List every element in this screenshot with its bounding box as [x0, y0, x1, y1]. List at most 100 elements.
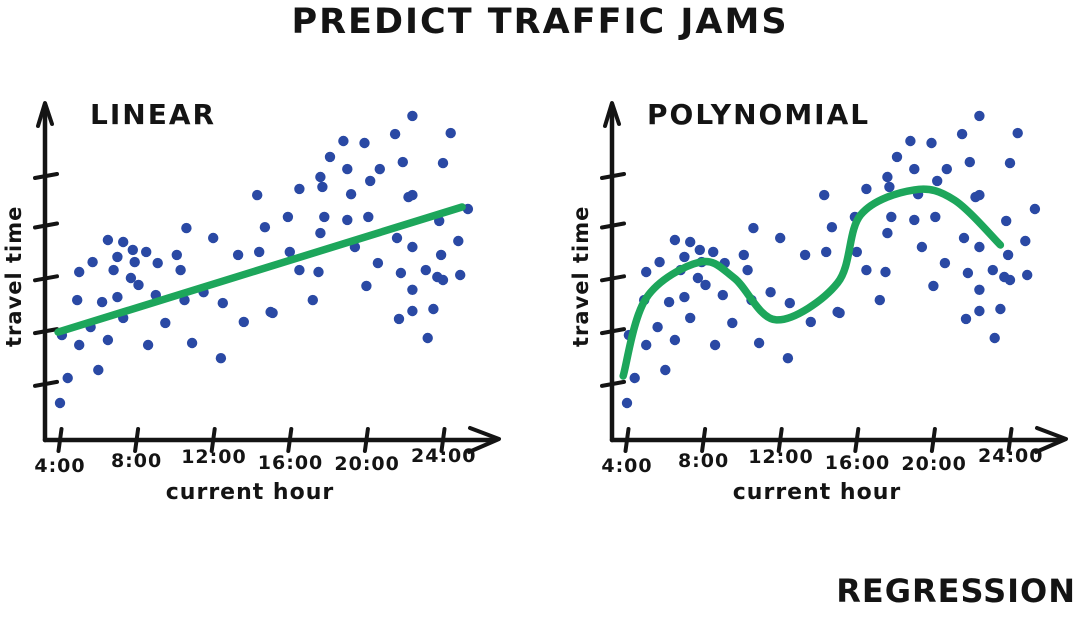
scatter-dot [727, 317, 738, 329]
scatter-dot [171, 249, 182, 261]
x-tick-mark [209, 427, 217, 453]
scatter-dot [422, 332, 433, 344]
scatter-dot [738, 249, 749, 261]
scatter-dot [102, 234, 114, 246]
x-tick-mark [700, 427, 708, 453]
scatter-dot [342, 163, 353, 175]
scatter-dot [964, 156, 975, 168]
scatter-dot [284, 246, 295, 258]
scatter-dot [974, 305, 985, 317]
scatter-dot [663, 296, 675, 308]
scatter-dot [753, 337, 765, 349]
scatter-dot [252, 189, 263, 201]
scatter-dot [141, 246, 152, 258]
scatter-dot [821, 246, 832, 258]
scatter-dot [805, 316, 816, 328]
scatter-dot [1004, 274, 1016, 286]
scatter-dot [685, 236, 696, 248]
scatter-dot [679, 291, 690, 303]
x-tick-mark [1006, 427, 1014, 453]
scatter-dot [217, 297, 228, 309]
scatter-dot [112, 291, 123, 303]
scatter-dot [186, 337, 198, 349]
scatter-dot [437, 274, 449, 286]
scatter-dot [102, 334, 114, 346]
scatter-dot [96, 296, 108, 308]
scatter-dot [254, 246, 265, 258]
page-title: PREDICT TRAFFIC JAMS [291, 2, 789, 42]
scatter-dot [232, 249, 244, 261]
scatter-dot [932, 175, 943, 187]
scatter-dot [54, 397, 66, 409]
scatter-dot [74, 266, 85, 278]
x-tick-mark [286, 427, 294, 453]
scatter-dot [916, 241, 928, 253]
scatter-dot [389, 128, 401, 140]
scatter-dot [909, 214, 920, 226]
x-axis-label: current hour [732, 480, 902, 505]
scatter-dot [717, 289, 728, 301]
linear-chart-figure: LINEAR travel time 4:00 8:00 12:00 16:00 20:… [0, 90, 513, 560]
x-tick-mark [623, 427, 631, 453]
y-tick-mark [33, 274, 59, 283]
x-tick-labels: 4:00 8:00 12:00 16:00 20:00 24:00 [567, 90, 1080, 477]
x-tick-label: 8:00 [677, 450, 730, 472]
scatter-dot [361, 280, 372, 292]
scatter-dot [393, 313, 405, 325]
footer-label: REGRESSION [836, 572, 1076, 610]
scatter-dot [1020, 235, 1031, 247]
scatter-dot [652, 321, 663, 333]
scatter-dot [905, 135, 916, 147]
y-tick-mark [600, 379, 626, 388]
scatter-dot [93, 364, 104, 376]
polynomial-chart-heading: POLYNOMIAL [647, 98, 871, 131]
scatter-dot [445, 127, 456, 139]
scatter-dot [995, 303, 1006, 315]
scatter-dot [882, 171, 893, 183]
x-tick-label: 12:00 [181, 446, 247, 468]
y-tick-mark [600, 274, 626, 283]
x-axis-arrow [1034, 426, 1068, 454]
polynomial-plot-svg [600, 101, 1068, 454]
scatter-dot [324, 151, 336, 163]
scatter-dot [455, 269, 466, 281]
scatter-dot [826, 222, 838, 233]
scatter-dot [407, 241, 418, 253]
scatter-dot [372, 257, 384, 269]
scatter-dot [861, 264, 872, 276]
scatter-dot [926, 137, 937, 149]
scatter-dot [108, 264, 119, 276]
scatter-dot [851, 246, 862, 258]
fit-linear-line [54, 203, 466, 336]
scatter-dot [1004, 157, 1016, 169]
scatter-dot [1022, 269, 1033, 281]
scatter-dot [748, 222, 759, 234]
scatter-dot [345, 189, 357, 200]
scatter-dot [319, 211, 330, 223]
x-tick-label: 4:00 [601, 455, 653, 477]
scatter-dot [259, 222, 271, 233]
scatter-dot [453, 235, 464, 247]
scatter-dot [315, 171, 326, 183]
scatter-dot [125, 272, 137, 284]
fit-polynomial-line [619, 185, 1005, 380]
polynomial-chart-figure: POLYNOMIAL travel time 4:00 8:00 12:00 16:0… [567, 90, 1080, 560]
scatter-dot [118, 236, 129, 248]
x-axis-label: current hour [165, 480, 335, 505]
x-tick-mark [776, 427, 784, 453]
scatter-dot [391, 232, 403, 244]
scatter-dot [428, 303, 439, 315]
scatter-dot [338, 135, 349, 147]
scatter-dot [315, 227, 326, 239]
y-axis-arrow [36, 101, 54, 128]
scatter-dot [420, 264, 431, 276]
scatter-dot [208, 232, 219, 244]
scatter-dot [407, 189, 418, 201]
y-tick-mark [33, 327, 59, 336]
scatter-dot [641, 339, 652, 351]
scatter-dot [874, 294, 885, 306]
scatter-dot [397, 156, 408, 168]
scatter-dot [928, 280, 939, 292]
scatter-dot [700, 279, 711, 291]
x-tick-mark [853, 427, 861, 453]
